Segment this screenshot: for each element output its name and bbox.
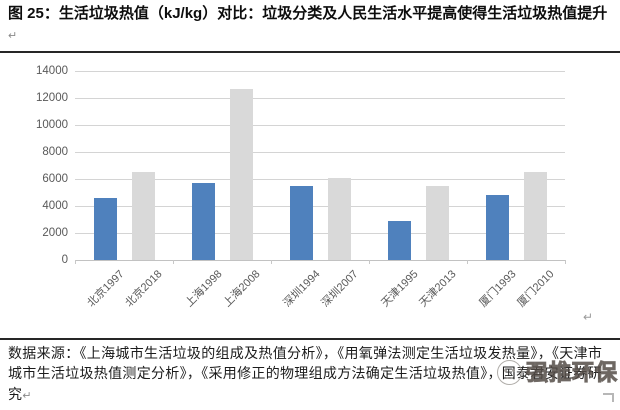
gridline bbox=[75, 178, 565, 180]
x-tick-label: 厦门2010 bbox=[515, 268, 557, 310]
gridline bbox=[75, 151, 565, 153]
x-tick-label: 北京1997 bbox=[85, 268, 127, 310]
y-tick-label: 4000 bbox=[42, 199, 68, 212]
gridline bbox=[75, 124, 565, 126]
bar bbox=[191, 183, 215, 260]
figure-header: 图 25：生活垃圾热值（kJ/kg）对比：垃圾分类及人民生活水平提高使得生活垃圾… bbox=[0, 0, 620, 54]
y-tick-label: 8000 bbox=[42, 145, 68, 158]
y-tick-label: 10000 bbox=[36, 118, 68, 131]
gridline bbox=[75, 232, 565, 234]
y-tick-label: 2000 bbox=[42, 226, 68, 239]
bar bbox=[425, 185, 449, 260]
gridline bbox=[75, 97, 565, 99]
paragraph-return-icon: ↵ bbox=[22, 389, 32, 402]
x-tick-label: 深圳1994 bbox=[281, 268, 323, 310]
source-text: 数据来源：《上海城市生活垃圾的组成及热值分析》，《用氧弹法测定生活垃圾发热量》，… bbox=[8, 347, 603, 403]
paragraph-return-icon: ↵ bbox=[8, 29, 18, 42]
gridline bbox=[75, 205, 565, 207]
source-section: 数据来源：《上海城市生活垃圾的组成及热值分析》，《用氧弹法测定生活垃圾发热量》，… bbox=[0, 338, 620, 410]
bar bbox=[229, 88, 253, 260]
x-tick-label: 上海1998 bbox=[183, 268, 225, 310]
x-axis-tick bbox=[467, 260, 468, 264]
bar bbox=[485, 195, 509, 260]
bar bbox=[327, 177, 351, 260]
y-tick-label: 0 bbox=[61, 253, 68, 266]
bar-group bbox=[271, 71, 369, 260]
bar-group bbox=[369, 71, 467, 260]
bar bbox=[523, 172, 547, 260]
figure-title: 图 25：生活垃圾热值（kJ/kg）对比：垃圾分类及人民生活水平提高使得生活垃圾… bbox=[8, 5, 608, 22]
y-tick-label: 12000 bbox=[36, 91, 68, 104]
x-axis-tick bbox=[565, 260, 566, 264]
bar-group bbox=[467, 71, 565, 260]
x-tick-label: 上海2008 bbox=[221, 268, 263, 310]
x-axis-tick bbox=[173, 260, 174, 264]
y-tick-label: 14000 bbox=[36, 64, 68, 77]
x-tick-label: 天津1995 bbox=[379, 268, 421, 310]
x-axis-tick bbox=[271, 260, 272, 264]
table-corner-mark bbox=[603, 393, 614, 402]
paragraph-return-icon: ↵ bbox=[583, 310, 594, 324]
gridline bbox=[75, 259, 565, 261]
x-tick-label: 深圳2007 bbox=[319, 268, 361, 310]
chart-canvas: ↵ 0 2000 4000 6000 8000 10000 12000 14000 北京1997… bbox=[0, 52, 620, 336]
bar-group bbox=[173, 71, 271, 260]
x-tick-label: 北京2018 bbox=[123, 268, 165, 310]
bar-group bbox=[75, 71, 173, 260]
x-axis-tick bbox=[369, 260, 370, 264]
gridline bbox=[75, 70, 565, 72]
bar bbox=[387, 220, 411, 260]
bar-groups bbox=[75, 71, 565, 260]
x-tick-label: 厦门1993 bbox=[477, 268, 519, 310]
x-axis-tick bbox=[75, 260, 76, 264]
bar bbox=[289, 185, 313, 260]
bar bbox=[93, 197, 117, 260]
y-tick-label: 6000 bbox=[42, 172, 68, 185]
x-tick-label: 天津2013 bbox=[417, 268, 459, 310]
bar bbox=[131, 172, 155, 260]
